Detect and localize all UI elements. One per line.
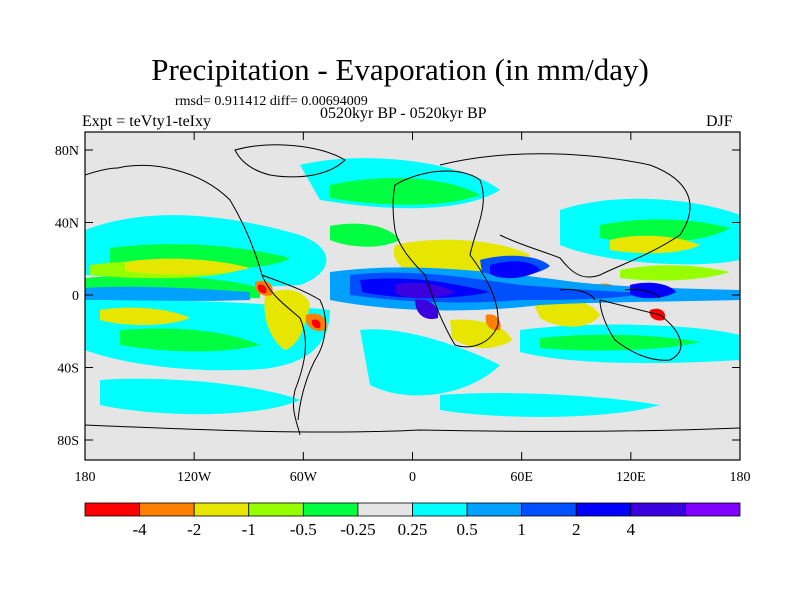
colorbar-label: -2 xyxy=(187,520,201,539)
lon-tick-label: 180 xyxy=(730,470,751,485)
stats-text: rmsd= 0.911412 diff= 0.00694009 xyxy=(175,94,368,109)
colorbar-swatch xyxy=(357,502,413,517)
colorbar-label: 1 xyxy=(517,520,526,539)
lat-tick-label: 40S xyxy=(57,362,79,377)
colorbar-swatch xyxy=(193,502,250,517)
colorbar-swatch xyxy=(685,502,741,517)
colorbar-swatch xyxy=(630,502,686,517)
colorbar-label: -1 xyxy=(242,520,256,539)
colorbar: -4 -2 -1 -0.5 -0.25 0.25 0.5 1 2 4 xyxy=(84,502,741,539)
lat-tick-label: 40N xyxy=(55,217,79,232)
colorbar-swatch xyxy=(575,502,632,517)
longitude-axis: 180 120W 60W 0 60E 120E 180 xyxy=(75,132,751,485)
colorbar-label: 4 xyxy=(627,520,636,539)
colorbar-label: 2 xyxy=(572,520,581,539)
colorbar-swatch xyxy=(139,502,195,517)
season-label: DJF xyxy=(706,113,733,130)
lon-tick-label: 120W xyxy=(177,470,212,485)
colorbar-label: 0.25 xyxy=(398,520,428,539)
lon-tick-label: 120E xyxy=(616,470,646,485)
lat-tick-label: 80S xyxy=(57,434,79,449)
lat-tick-label: 80N xyxy=(55,144,79,159)
precip-evap-field xyxy=(85,158,740,417)
colorbar-swatch xyxy=(302,502,359,517)
colorbar-swatch xyxy=(521,502,577,517)
colorbar-swatch xyxy=(248,502,304,517)
experiment-label: Expt = teVty1-teIxy xyxy=(82,113,211,130)
colorbar-label: -0.25 xyxy=(340,520,375,539)
colorbar-swatch xyxy=(466,502,523,517)
colorbar-label: 0.5 xyxy=(456,520,477,539)
colorbar-label: -4 xyxy=(132,520,147,539)
colorbar-label: -0.5 xyxy=(290,520,317,539)
coastlines xyxy=(85,144,740,436)
lon-tick-label: 60E xyxy=(510,470,533,485)
lon-tick-label: 180 xyxy=(75,470,96,485)
lon-tick-label: 60W xyxy=(290,470,318,485)
lat-tick-label: 0 xyxy=(72,289,79,304)
colorbar-swatch xyxy=(412,502,468,517)
lon-tick-label: 0 xyxy=(409,470,416,485)
colorbar-swatch xyxy=(84,502,140,517)
chart-title: Precipitation - Evaporation (in mm/day) xyxy=(151,52,649,87)
latitude-axis: 80N 40N 0 40S 80S xyxy=(55,144,740,449)
period-label: 0520kyr BP - 0520kyr BP xyxy=(320,105,487,122)
